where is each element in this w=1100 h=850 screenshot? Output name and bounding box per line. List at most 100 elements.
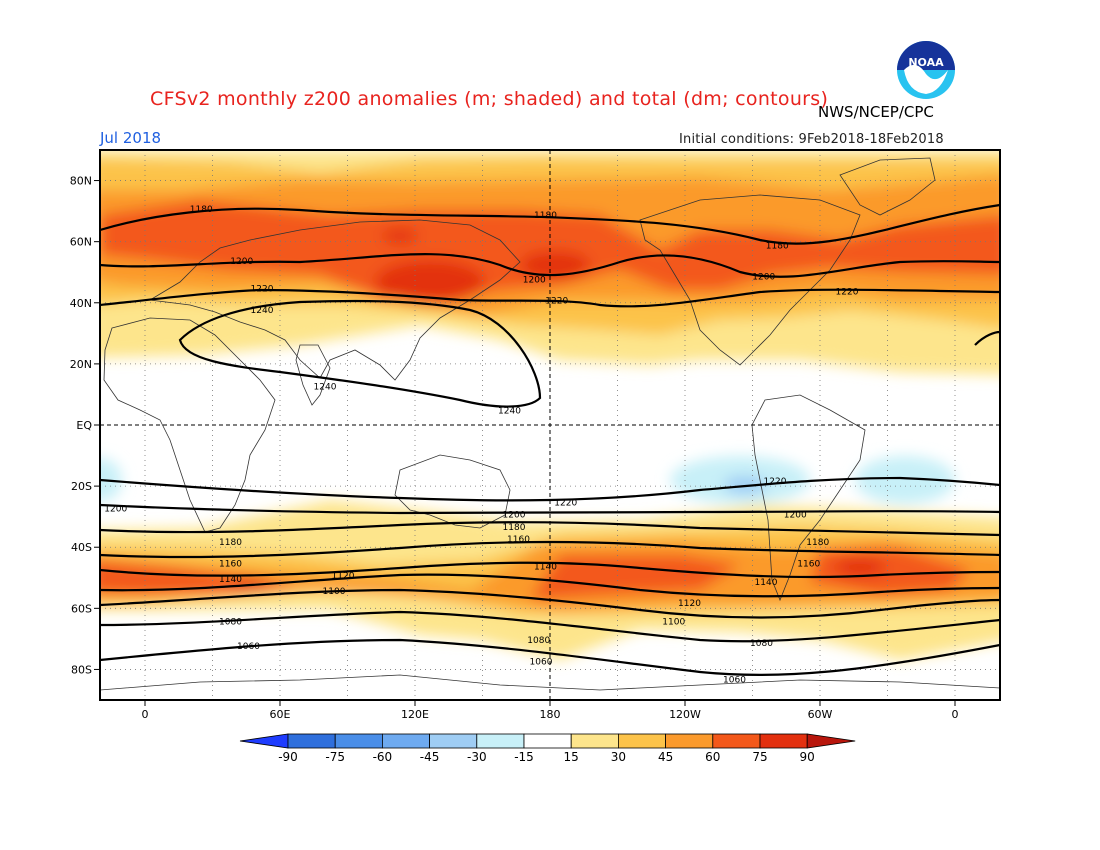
contour-label-text: 1240 — [314, 382, 337, 392]
contour-label: 1220 — [554, 498, 577, 508]
coast-south-america — [751, 394, 866, 602]
contour-label-text: 1160 — [219, 560, 242, 570]
contour-label-text: 1220 — [251, 285, 274, 295]
contour-label: 1180 — [534, 211, 557, 221]
coastlines — [100, 157, 1000, 691]
contour-1200-nh — [100, 253, 1000, 278]
colorbar-cell — [570, 733, 619, 749]
colorbar-left-arrow — [239, 733, 289, 749]
contour-label-text: 1180 — [503, 523, 526, 533]
contour-label: 1160 — [219, 560, 242, 570]
contour-label-text: 1180 — [190, 205, 213, 215]
contour-label: 1100 — [323, 587, 346, 597]
colorbar-cell — [618, 733, 667, 749]
lat-label: 80N — [70, 175, 92, 188]
colorbar-label: -75 — [325, 750, 345, 764]
contour-label: 1200 — [230, 257, 253, 267]
colorbar-label: 90 — [800, 750, 815, 764]
contour-label-text: 1120 — [332, 572, 355, 582]
contour-label: 1160 — [507, 535, 530, 545]
colorbar-cell — [712, 733, 761, 749]
lat-label: 40N — [70, 297, 92, 310]
contour-label-text: 1240 — [251, 306, 274, 316]
colorbar-cell — [287, 733, 336, 749]
contour-label-text: 1180 — [766, 242, 789, 252]
colorbar-cell — [665, 733, 714, 749]
colorbar: -90 -75 -60 -45 -30 -15 15 30 45 60 75 90 — [239, 733, 856, 764]
contour-label-text: 1120 — [678, 599, 701, 609]
contour-label-text: 1060 — [723, 676, 746, 686]
contour-label: 1180 — [806, 538, 829, 548]
colorbar-cell — [523, 733, 572, 749]
contour-1140-sh — [100, 561, 1000, 579]
contour-label-text: 1200 — [230, 257, 253, 267]
colorbar-label: 45 — [658, 750, 673, 764]
lat-label: 60S — [71, 602, 92, 615]
colorbar-cell — [759, 733, 808, 749]
colorbar-label: 30 — [611, 750, 626, 764]
colorbar-cell — [429, 733, 478, 749]
contour-label-text: 1080 — [750, 639, 773, 649]
contour-1120-sh — [100, 573, 1000, 598]
lon-label: 0 — [952, 708, 959, 721]
contour-label-text: 1060 — [530, 657, 553, 667]
noaa-logo-text: NOAA — [908, 56, 944, 69]
contour-label-text: 1140 — [219, 575, 242, 585]
nh-anomaly-core-asia — [375, 260, 485, 304]
contour-label: 1220 — [251, 285, 274, 295]
contour-label-text: 1140 — [534, 563, 557, 573]
sh-negative-anomaly-atlantic — [855, 456, 955, 504]
contour-label: 1240 — [498, 407, 521, 417]
lat-label: 20S — [71, 480, 92, 493]
contour-label: 1060 — [530, 657, 553, 667]
contour-1240-atlantic — [974, 330, 1000, 346]
contour-label: 1200 — [104, 505, 127, 515]
contour-label: 1140 — [755, 578, 778, 588]
coast-greenland — [839, 157, 936, 216]
contour-label-text: 1200 — [523, 275, 546, 285]
contour-label: 1220 — [764, 477, 787, 487]
colorbar-label: -90 — [278, 750, 298, 764]
contour-label: 1080 — [527, 636, 550, 646]
contour-label: 1240 — [314, 382, 337, 392]
contour-label-text: 1160 — [507, 535, 530, 545]
colorbar-label: 15 — [564, 750, 579, 764]
contour-label-text: 1200 — [784, 511, 807, 521]
contour-label-text: 1080 — [219, 618, 242, 628]
contour-label-text: 1160 — [797, 560, 820, 570]
contour-label: 1140 — [534, 563, 557, 573]
contour-label-text: 1140 — [755, 578, 778, 588]
contour-label: 1120 — [332, 572, 355, 582]
noaa-logo: NOAA — [897, 41, 955, 99]
contour-1160-sh — [100, 540, 1000, 559]
contour-1200-sh — [100, 503, 1000, 515]
contour-label-text: 1200 — [104, 505, 127, 515]
contour-1240-nh — [178, 299, 542, 408]
sh-anomaly-60-75-pacific — [530, 555, 740, 600]
initial-conditions: Initial conditions: 9Feb2018-18Feb2018 — [679, 132, 944, 147]
contour-label: 1180 — [766, 242, 789, 252]
contour-label-text: 1180 — [534, 211, 557, 221]
colorbar-cell — [476, 733, 525, 749]
contour-label: 1240 — [251, 306, 274, 316]
contour-1220-sh — [100, 476, 1000, 502]
lon-label: 60W — [808, 708, 833, 721]
height-contours — [100, 203, 1000, 677]
agency-label: NWS/NCEP/CPC — [818, 103, 934, 121]
lat-label: EQ — [76, 419, 92, 432]
colorbar-label: 75 — [752, 750, 767, 764]
contour-label-text: 1080 — [527, 636, 550, 646]
colorbar-label: -30 — [467, 750, 487, 764]
coast-africa — [103, 317, 276, 533]
contour-label: 1100 — [662, 618, 685, 628]
latitude-labels: 80N 60N 40N 20N EQ 20S 40S 60S 80S — [70, 175, 100, 676]
contour-1180-sh — [100, 521, 1000, 537]
lon-label: 180 — [540, 708, 561, 721]
contour-label: 1180 — [219, 538, 242, 548]
contour-label: 1200 — [523, 275, 546, 285]
contour-label-text: 1100 — [662, 618, 685, 628]
contour-label: 1120 — [678, 599, 701, 609]
contour-label: 1160 — [797, 560, 820, 570]
contour-label-text: 1060 — [237, 642, 260, 652]
